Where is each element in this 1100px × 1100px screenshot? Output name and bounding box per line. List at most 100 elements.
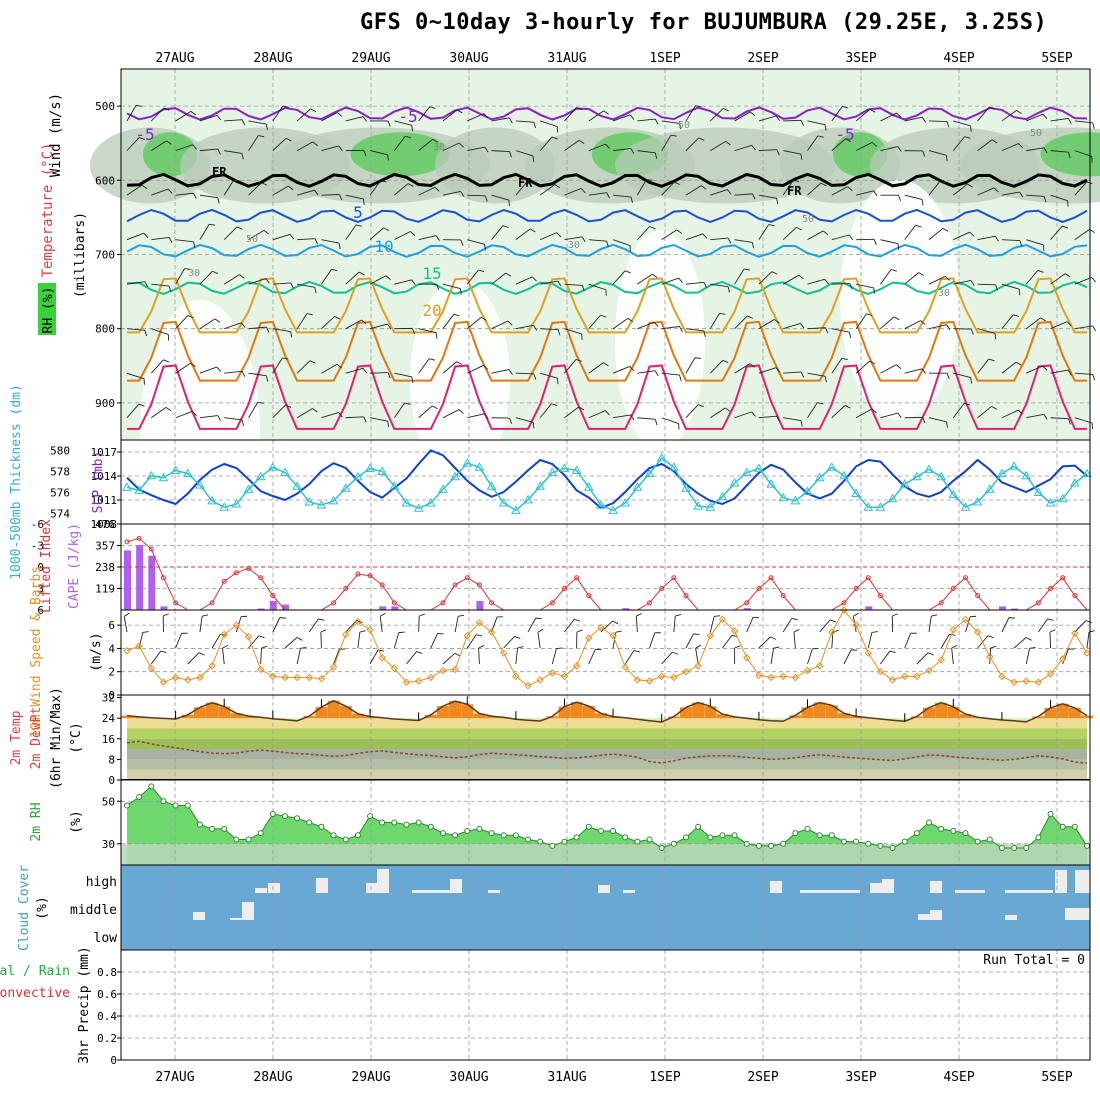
wind-barb <box>673 616 676 633</box>
wind-barb <box>1026 413 1044 419</box>
cape-bar <box>743 608 751 610</box>
wind-barb <box>636 179 647 196</box>
wind-barb-flag <box>964 136 971 139</box>
wind-speed-marker <box>937 656 945 664</box>
wind-barb <box>248 182 262 196</box>
temperature-warm-fill <box>327 700 340 719</box>
wind-barb <box>491 117 510 122</box>
wind-barb <box>515 648 518 665</box>
wind-barb <box>685 105 696 122</box>
wind-barb-flag <box>727 237 732 244</box>
y-tick-label: 0.8 <box>97 966 117 979</box>
lifted-index-line <box>126 537 1088 611</box>
wind-barb <box>151 140 167 151</box>
wind-barb <box>1001 617 1010 633</box>
wind-barb-flag <box>312 141 318 147</box>
wind-barb <box>175 315 189 330</box>
rh2m-marker <box>1059 823 1066 830</box>
lifted-index-marker <box>124 539 130 545</box>
wind-barb-flag <box>198 652 205 656</box>
wind-barb-flag <box>945 155 948 162</box>
li-tick-label: 3 <box>37 583 44 596</box>
wind-barb-flag <box>212 270 219 274</box>
wind-barb <box>199 223 210 240</box>
isotherm-label: -5 <box>135 125 154 144</box>
wind-barb <box>1025 317 1041 330</box>
wind-barb-flag <box>798 274 804 280</box>
wind-barb-flag <box>282 357 289 360</box>
wind-barb-flag <box>363 416 367 423</box>
wind-barb <box>151 328 169 335</box>
wind-barb <box>1026 147 1045 152</box>
wind-speed-marker <box>815 662 824 670</box>
wind-barb <box>296 360 311 374</box>
wind-barb-flag <box>266 326 270 333</box>
thickness-marker <box>547 467 558 477</box>
cape-panel: -6 -3 0 3 6 119 238 357 476 Lifted Index CAPE (J/k… <box>31 518 1091 617</box>
wind-barb-flag <box>509 151 512 158</box>
wind-barb-flag <box>168 285 172 292</box>
wind-barb-flag <box>630 196 633 203</box>
wind-barb <box>369 275 387 285</box>
wind-barb <box>965 616 971 633</box>
wind-speed-marker <box>730 627 739 635</box>
wind-speed-marker <box>706 631 714 640</box>
rh2m-marker <box>148 783 155 790</box>
wind-barb-flag <box>679 374 682 382</box>
temperature-warm-fill <box>667 716 680 719</box>
wind-barb <box>637 150 656 154</box>
thickness-marker <box>462 458 473 467</box>
wind-barb-flag <box>436 284 440 290</box>
wind-barb-flag <box>768 224 775 227</box>
wind-barb <box>564 107 577 122</box>
wind-barb <box>904 194 923 200</box>
wind-barb <box>709 359 724 374</box>
wind-barb-flag <box>744 268 751 271</box>
wind-speed-marker <box>317 674 326 683</box>
wind-barb <box>613 147 631 152</box>
wind-barb-flag <box>163 359 170 363</box>
wind-speed-marker <box>135 642 143 650</box>
wind-barb-flag <box>265 375 269 382</box>
middle-cloud-bar <box>1005 915 1017 920</box>
rh2m-panel: 30 50 2m RH (%) <box>29 779 1091 866</box>
wind-barb <box>515 276 533 285</box>
y-tick-label: 0.6 <box>97 988 117 1001</box>
thickness-marker <box>353 471 363 481</box>
wind-barb <box>977 406 992 419</box>
thickness-marker <box>693 501 704 510</box>
rh2m-marker <box>950 828 957 834</box>
wind-barb <box>758 194 777 199</box>
time-label-top: 28AUG <box>253 51 292 66</box>
high-cloud-bar <box>450 879 462 893</box>
y-tick-label: 357 <box>95 540 115 553</box>
wind-speed-marker <box>439 666 447 675</box>
temperature-warm-fill <box>789 715 802 719</box>
wind-barb-flag <box>747 315 753 319</box>
wind-barb-flag <box>362 198 365 205</box>
wind-barb-flag <box>871 631 878 633</box>
wind-barb-flag <box>776 415 780 422</box>
wind-barb <box>151 283 170 287</box>
wind-barb-flag <box>1013 314 1020 317</box>
cape-bar <box>257 608 265 610</box>
temperature-axis-label: Temperature (°C) <box>40 143 56 278</box>
wind-barb-flag <box>771 271 778 275</box>
temperature-warm-fill <box>910 716 923 719</box>
high-cloud-bar <box>316 878 328 893</box>
temperature-warm-fill <box>461 704 474 719</box>
wind-barb-flag <box>866 313 873 316</box>
wind-barb-flag <box>1049 629 1056 633</box>
wind-barb-flag <box>160 650 167 654</box>
cloud-axis-label: Cloud Cover <box>17 865 32 951</box>
rh2m-marker <box>901 838 908 845</box>
wind-speed-marker <box>524 681 532 690</box>
wind-barb-flag <box>314 238 318 245</box>
wind-barb <box>175 268 185 285</box>
wind-barb-flag <box>362 367 368 374</box>
y-tick-label: 32 <box>102 692 115 705</box>
wind-barb <box>685 633 694 649</box>
wind-barb <box>782 274 800 285</box>
wind-barb-flag <box>719 312 726 315</box>
rh2m-marker <box>962 830 969 837</box>
